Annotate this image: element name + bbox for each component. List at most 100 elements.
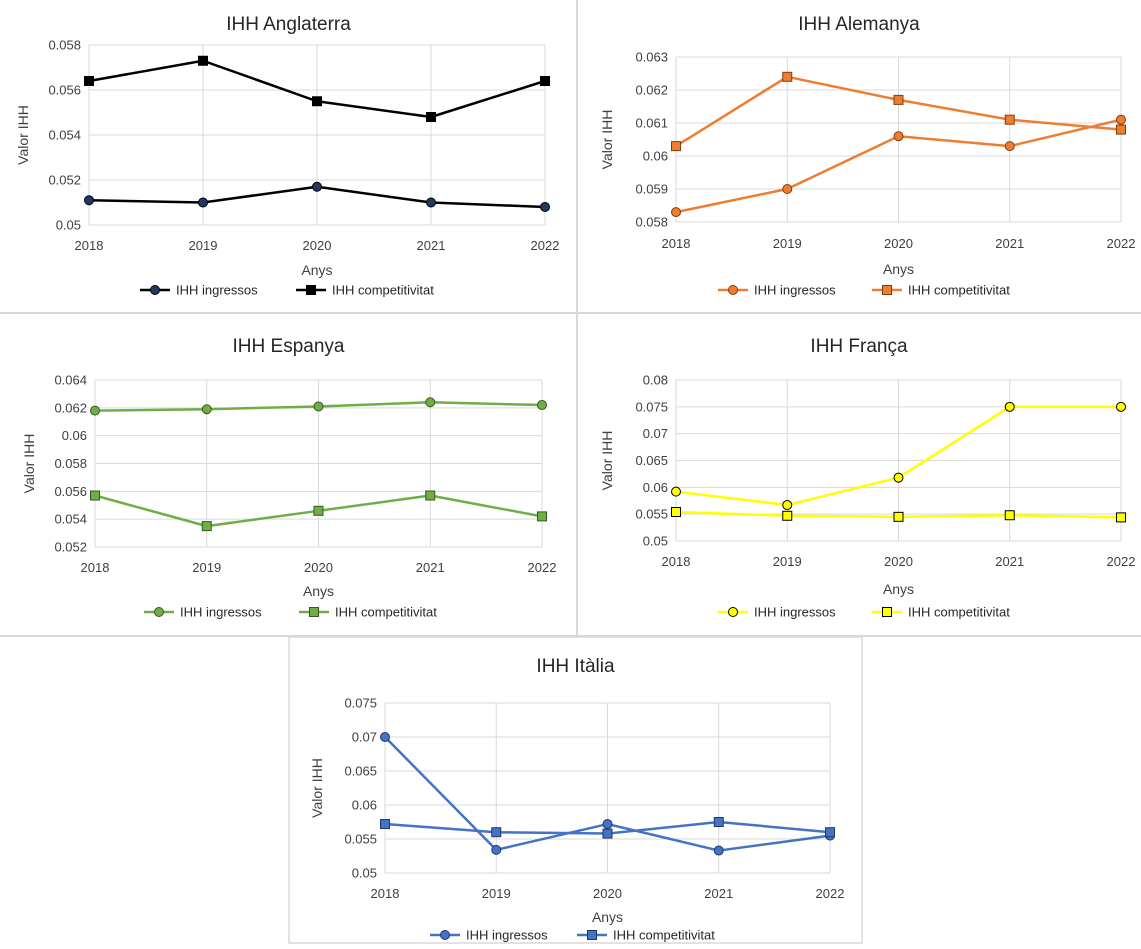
chart-1: IHH Anglaterra 0.05 0.052 0.054 0.056 0.058 20… bbox=[15, 14, 559, 298]
y-tick-label: 0.065 bbox=[635, 453, 668, 468]
x-tick-label: 2019 bbox=[482, 886, 511, 901]
y-tick-label: 0.05 bbox=[56, 218, 81, 233]
data-point bbox=[782, 71, 793, 82]
data-point bbox=[90, 490, 100, 501]
x-tick-label: 2022 bbox=[1107, 554, 1136, 569]
y-axis-title: Valor IHH bbox=[15, 105, 31, 165]
data-point bbox=[893, 94, 904, 105]
legend-label: IHH ingressos bbox=[176, 283, 258, 298]
legend-label: IHH ingressos bbox=[466, 928, 548, 943]
y-tick-label: 0.05 bbox=[643, 534, 668, 549]
legend-marker bbox=[306, 285, 316, 295]
x-axis-title: Anys bbox=[301, 262, 332, 278]
y-tick-label: 0.063 bbox=[635, 50, 668, 65]
data-point bbox=[713, 817, 724, 827]
y-tick-label: 0.064 bbox=[54, 373, 87, 388]
data-point bbox=[84, 76, 94, 86]
data-point bbox=[782, 500, 793, 511]
legend-marker bbox=[882, 607, 892, 617]
y-tick-label: 0.065 bbox=[344, 764, 377, 779]
data-point bbox=[537, 400, 547, 411]
legend-marker bbox=[150, 285, 160, 295]
y-tick-label: 0.056 bbox=[48, 83, 81, 98]
legend-marker bbox=[440, 930, 450, 940]
chart-title: IHH Anglaterra bbox=[226, 14, 351, 35]
data-point bbox=[713, 845, 724, 856]
legend-label: IHH ingressos bbox=[180, 605, 262, 620]
x-axis-title: Anys bbox=[303, 583, 334, 599]
x-tick-label: 2022 bbox=[531, 238, 560, 253]
y-tick-label: 0.05 bbox=[352, 866, 377, 881]
x-tick-label: 2018 bbox=[81, 560, 110, 575]
data-point bbox=[1004, 510, 1015, 521]
data-point bbox=[671, 141, 681, 152]
data-point bbox=[198, 55, 208, 66]
x-tick-label: 2021 bbox=[995, 554, 1024, 569]
y-tick-label: 0.062 bbox=[54, 400, 87, 415]
legend-label: IHH competitivitat bbox=[613, 928, 715, 943]
data-point bbox=[425, 490, 436, 501]
x-axis-title: Anys bbox=[592, 909, 623, 925]
data-point bbox=[491, 827, 502, 838]
y-tick-label: 0.06 bbox=[643, 149, 668, 164]
data-point bbox=[313, 401, 324, 412]
x-tick-label: 2019 bbox=[773, 236, 802, 251]
x-tick-label: 2020 bbox=[884, 236, 913, 251]
data-point bbox=[312, 96, 322, 107]
x-axis-title: Anys bbox=[883, 581, 914, 597]
x-tick-label: 2018 bbox=[371, 886, 400, 901]
chart-5: IHH Itàlia 0.05 0.055 0.06 0.065 0.07 0.075 201… bbox=[309, 656, 844, 943]
y-tick-label: 0.055 bbox=[635, 507, 668, 522]
legend-marker bbox=[728, 607, 738, 617]
x-tick-label: 2021 bbox=[417, 238, 446, 253]
x-tick-label: 2020 bbox=[593, 886, 622, 901]
x-tick-label: 2021 bbox=[704, 886, 733, 901]
x-tick-label: 2021 bbox=[995, 236, 1024, 251]
data-point bbox=[671, 207, 681, 218]
data-point bbox=[1004, 141, 1015, 152]
data-point bbox=[312, 181, 322, 192]
data-point bbox=[491, 844, 502, 855]
y-tick-label: 0.075 bbox=[344, 696, 377, 711]
x-axis-title: Anys bbox=[883, 261, 914, 277]
data-point bbox=[1116, 114, 1126, 125]
y-tick-label: 0.054 bbox=[54, 512, 87, 527]
x-tick-label: 2020 bbox=[303, 238, 332, 253]
chart-title: IHH França bbox=[810, 336, 908, 357]
chart-title: IHH Itàlia bbox=[536, 656, 615, 677]
y-tick-label: 0.075 bbox=[635, 399, 668, 414]
data-point bbox=[425, 397, 436, 408]
y-axis-title: Valor IHH bbox=[599, 431, 615, 491]
data-point bbox=[825, 827, 835, 838]
data-point bbox=[1116, 124, 1126, 135]
y-tick-label: 0.058 bbox=[54, 456, 87, 471]
y-tick-label: 0.06 bbox=[62, 428, 87, 443]
data-point bbox=[1116, 512, 1126, 523]
data-point bbox=[671, 507, 681, 518]
legend-label: IHH competitivitat bbox=[908, 283, 1010, 298]
x-tick-label: 2020 bbox=[884, 554, 913, 569]
x-tick-label: 2018 bbox=[662, 554, 691, 569]
data-point bbox=[201, 521, 212, 532]
chart-title: IHH Espanya bbox=[233, 336, 345, 357]
y-tick-label: 0.054 bbox=[48, 128, 81, 143]
y-tick-label: 0.08 bbox=[643, 373, 668, 388]
y-tick-label: 0.056 bbox=[54, 484, 87, 499]
data-point bbox=[1004, 114, 1015, 125]
legend-marker bbox=[728, 285, 738, 295]
chart-4: IHH França 0.05 0.055 0.06 0.065 0.07 0.075 0.0… bbox=[599, 336, 1135, 620]
data-point bbox=[782, 510, 793, 521]
x-tick-label: 2019 bbox=[192, 560, 221, 575]
y-tick-label: 0.062 bbox=[635, 83, 668, 98]
y-tick-label: 0.052 bbox=[54, 540, 87, 555]
chart-title: IHH Alemanya bbox=[798, 14, 920, 35]
x-tick-label: 2018 bbox=[662, 236, 691, 251]
data-point bbox=[893, 131, 904, 142]
y-tick-label: 0.06 bbox=[352, 798, 377, 813]
y-tick-label: 0.059 bbox=[635, 182, 668, 197]
x-tick-label: 2019 bbox=[189, 238, 218, 253]
x-tick-label: 2022 bbox=[528, 560, 557, 575]
y-tick-label: 0.061 bbox=[635, 116, 668, 131]
